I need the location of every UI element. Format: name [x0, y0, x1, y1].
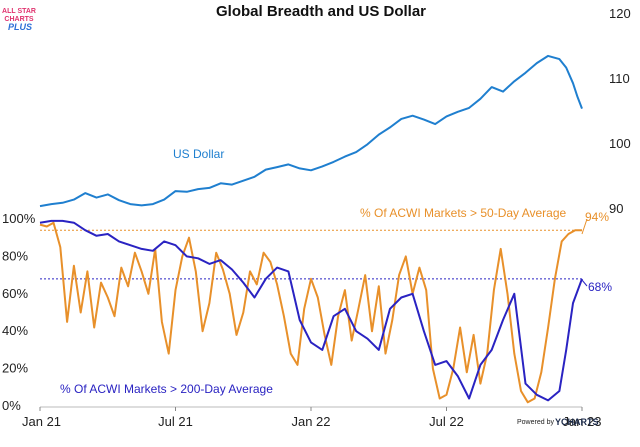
- chart-title: Global Breadth and US Dollar: [216, 3, 426, 20]
- ma50-line: [39, 221, 582, 404]
- ma50-label: % Of ACWI Markets > 50-Day Average: [360, 206, 567, 220]
- ma200-line: [39, 219, 583, 402]
- logo-line-1: ALL STAR: [2, 8, 36, 15]
- us-dollar-line: [39, 54, 583, 208]
- x-axis-tick-label: Jan 21: [22, 414, 61, 429]
- x-axis-tick-label: Jul 21: [158, 414, 193, 429]
- right-axis-tick-label: 90: [609, 201, 623, 216]
- powered-by-label: Powered by: [517, 419, 554, 426]
- logo-line-3: PLUS: [8, 22, 32, 32]
- ma200-label: % Of ACWI Markets > 200-Day Average: [60, 382, 273, 396]
- logo-line-2: CHARTS: [4, 16, 33, 23]
- right-axis-tick-label: 100: [609, 136, 631, 151]
- left-axis-ticks: 0% 20% 40% 60% 80% 100%: [2, 211, 36, 413]
- right-axis-tick-label: 110: [609, 71, 630, 86]
- x-axis-tick-label: Jan 22: [291, 414, 330, 429]
- x-axis-ticks: Jan 21 Jul 21 Jan 22 Jul 22 Jan 23: [22, 407, 602, 429]
- right-axis-tick-label: 120: [609, 6, 631, 21]
- left-axis-tick-label: 40%: [2, 323, 28, 338]
- left-axis-tick-label: 0%: [2, 398, 21, 413]
- left-axis-tick-label: 60%: [2, 286, 28, 301]
- ma50-end-label: 94%: [585, 210, 609, 224]
- left-axis-tick-label: 80%: [2, 248, 28, 263]
- ma200-end-connector: [581, 279, 588, 287]
- ma50-end-connector: [581, 218, 588, 235]
- left-axis-tick-label: 100%: [2, 211, 36, 226]
- x-axis-tick-label: Jul 22: [429, 414, 464, 429]
- ma200-end-label: 68%: [588, 280, 612, 294]
- x-axis-tick-label: Jan 23: [562, 414, 601, 429]
- us-dollar-label: US Dollar: [173, 147, 224, 161]
- all-star-charts-plus-logo: ALL STAR CHARTS PLUS: [2, 8, 36, 32]
- ycharts-brand: YCHARTS: [555, 417, 599, 427]
- left-axis-tick-label: 20%: [2, 361, 28, 376]
- right-axis-ticks: 90 100 110 120: [609, 6, 631, 216]
